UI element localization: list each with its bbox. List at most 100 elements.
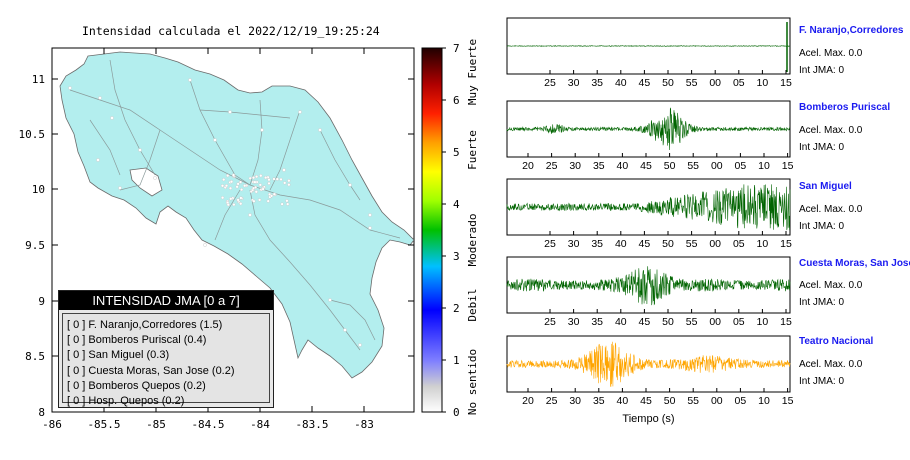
x-tick-label: 20	[522, 160, 534, 172]
city-marker	[248, 176, 252, 180]
seismogram-panel: 20 25 30 35 40 45 50 55 00 05 10 15	[506, 100, 794, 172]
city-marker	[287, 183, 291, 187]
city-marker	[238, 180, 243, 184]
x-tick-label: 25	[546, 160, 558, 172]
city-marker	[138, 148, 142, 152]
x-tick-label: 40	[617, 160, 629, 172]
city-marker	[224, 184, 229, 188]
x-tick-label: 05	[735, 395, 747, 407]
city-marker	[280, 202, 284, 206]
x-tick-label: 15	[782, 395, 794, 407]
x-tick-label: 15	[782, 160, 794, 172]
waveform	[506, 341, 791, 387]
city-marker	[228, 186, 233, 190]
city-marker	[260, 128, 264, 132]
city-marker	[275, 177, 279, 181]
city-marker	[220, 184, 225, 188]
city-marker	[231, 173, 236, 177]
x-tick-label: 15	[780, 316, 792, 328]
city-marker	[282, 168, 286, 172]
intensity-legend: INTENSIDAD JMA [0 a 7] [ 0 ] F. Naranjo,…	[58, 290, 274, 408]
seismogram-panels: 25 30 35 40 45 50 55 00 05 10 15 20 25 30 35 40 45 50 55 00…	[506, 17, 794, 425]
x-tick-label: 25	[546, 395, 558, 407]
city-marker	[266, 199, 270, 203]
city-marker	[213, 138, 217, 142]
x-tick-label: 15	[780, 238, 792, 250]
colorbar-label: Moderado	[466, 214, 479, 267]
city-marker	[229, 197, 233, 201]
x-tick-label: 35	[591, 77, 603, 89]
station-name: Teatro Nacional	[799, 336, 874, 347]
x-tick-label: 00	[711, 395, 723, 407]
x-tick-label: 50	[662, 316, 674, 328]
city-marker	[251, 176, 256, 180]
x-tick-label: 05	[733, 238, 745, 250]
colorbar-label: Fuerte	[466, 130, 479, 170]
seismogram-panel: 20 25 30 35 40 45 50 55 00 05 10 15 Tiempo (s)	[506, 335, 794, 425]
city-marker	[226, 174, 230, 178]
city-marker	[343, 328, 347, 332]
x-tick-label: 40	[615, 238, 627, 250]
colorbar-ticks: 0 1 2 3 4 5 6 7 No sentido Debil Moderado Fuerte Muy…	[442, 39, 479, 419]
city-marker	[240, 188, 244, 192]
city-marker	[221, 196, 225, 200]
colorbar-tick-label: 0	[453, 406, 460, 419]
x-tick-label: 10	[757, 238, 769, 250]
city-markers	[68, 78, 372, 347]
x-tick-label: -84.5	[191, 418, 224, 431]
city-marker	[222, 178, 226, 182]
colorbar-tick-label: 3	[453, 250, 460, 263]
x-tick-label: -85.5	[87, 418, 120, 431]
colorbar-tick-label: 2	[453, 302, 460, 315]
city-marker	[203, 243, 207, 247]
x-tick-label: 45	[639, 316, 651, 328]
x-tick-label: 00	[709, 316, 721, 328]
x-tick-label: 30	[568, 316, 580, 328]
city-marker	[226, 203, 230, 207]
city-marker	[267, 178, 271, 182]
city-marker	[110, 116, 114, 120]
x-tick-label: 35	[593, 160, 605, 172]
legend-row: [ 0 ] Hosp. Quepos (0.2)	[67, 395, 185, 408]
city-marker	[287, 179, 291, 183]
city-marker	[358, 343, 362, 347]
city-marker	[261, 187, 265, 191]
city-marker	[153, 176, 157, 180]
x-tick-label: 35	[591, 316, 603, 328]
city-marker	[253, 180, 257, 184]
x-tick-label: 40	[615, 316, 627, 328]
x-tick-label: 10	[757, 316, 769, 328]
x-tick-label: 55	[686, 77, 698, 89]
city-marker	[98, 96, 102, 100]
city-marker	[235, 185, 239, 189]
x-tick-label: 20	[522, 395, 534, 407]
station-name: San Miguel	[799, 181, 852, 192]
x-tick-label: 40	[615, 77, 627, 89]
waveform	[506, 184, 791, 231]
city-marker	[236, 198, 240, 202]
colorbar-tick-label: 6	[453, 94, 460, 107]
city-marker	[254, 190, 258, 194]
city-marker	[188, 78, 192, 82]
map-title: Intensidad calculada el 2022/12/19_19:25…	[82, 24, 380, 38]
x-tick-label: 40	[617, 395, 629, 407]
legend-body: [ 0 ] F. Naranjo,Corredores (1.5) [ 0 ] …	[62, 313, 270, 407]
legend-header: INTENSIDAD JMA [0 a 7]	[59, 291, 273, 310]
y-tick-label: 8	[38, 406, 45, 419]
seismogram-panel: 25 30 35 40 45 50 55 00 05 10 15	[506, 256, 792, 328]
x-tick-label: 30	[569, 395, 581, 407]
city-marker	[229, 180, 234, 184]
city-marker	[328, 298, 332, 302]
x-tick-label: 55	[687, 160, 699, 172]
city-marker	[279, 177, 283, 181]
x-tick-label: 45	[640, 160, 652, 172]
city-marker	[318, 128, 322, 132]
city-marker	[267, 181, 271, 185]
station-info: Acel. Max. 0.0 Int JMA: 0	[799, 280, 863, 308]
y-tick-label: 9.5	[25, 239, 45, 252]
x-tick-label: 10	[757, 77, 769, 89]
y-tick-label: 8.5	[25, 350, 45, 363]
waveform	[506, 266, 791, 306]
city-marker	[239, 196, 243, 200]
